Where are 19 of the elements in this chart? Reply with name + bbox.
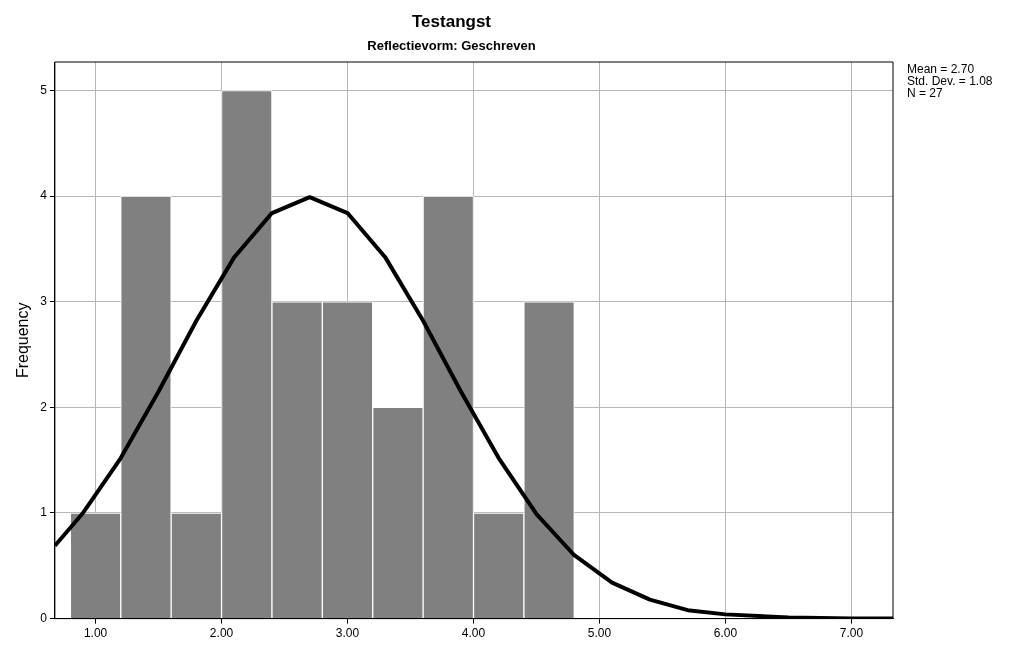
x-tick-label: 6.00 <box>713 626 738 641</box>
y-tick-label: 5 <box>40 82 48 97</box>
y-tick-label: 0 <box>40 610 48 625</box>
x-tick-label: 4.00 <box>461 626 486 641</box>
text: N = 27 <box>907 86 944 101</box>
text: Std. Dev. = 1.08 <box>907 74 993 89</box>
y-tick-label: 1 <box>40 505 48 520</box>
chart-subtitle: Reflectievorm: Geschreven <box>367 37 536 53</box>
y-axis-title: Frequency <box>14 302 32 379</box>
x-tick-label: 3.00 <box>335 626 360 641</box>
y-tick-label: 3 <box>40 294 48 309</box>
chart-title: Testangst <box>411 11 492 31</box>
x-tick-label: 7.00 <box>839 626 864 641</box>
y-tick-label: 4 <box>40 188 48 203</box>
x-tick-label: 2.00 <box>209 626 234 641</box>
text: Mean = 2.70 <box>907 62 975 77</box>
x-tick-label: 5.00 <box>587 626 612 641</box>
y-tick-label: 2 <box>40 399 48 414</box>
x-tick-label: 1.00 <box>83 626 108 641</box>
